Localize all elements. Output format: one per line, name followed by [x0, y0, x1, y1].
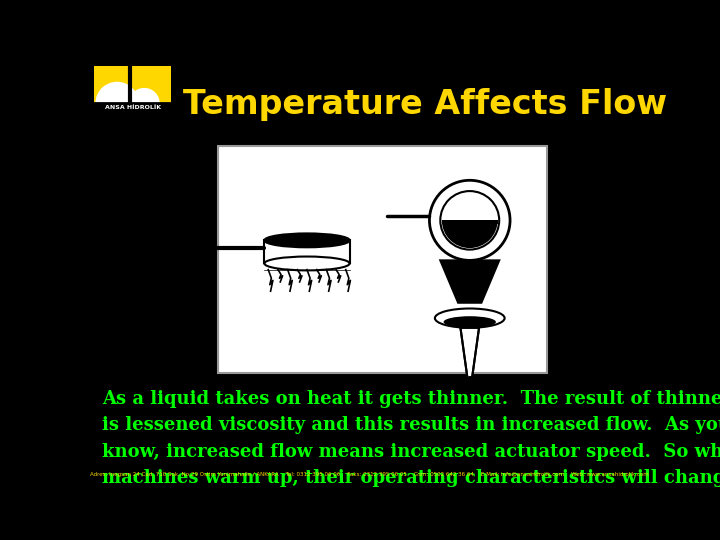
Bar: [442, 220, 498, 224]
Ellipse shape: [435, 308, 505, 328]
Polygon shape: [441, 260, 499, 303]
Text: As a liquid takes on heat it gets thinner.  The result of thinned oil
is lessene: As a liquid takes on heat it gets thinne…: [102, 390, 720, 487]
FancyBboxPatch shape: [264, 240, 350, 264]
Text: Temperature Affects Flow: Temperature Affects Flow: [183, 88, 667, 121]
Text: Adres: Inegsan 24 Cad. 710 Sok. No:29 Ostim Yenimahalle / ANKARA    Tel: 0312 39: Adres: Inegsan 24 Cad. 710 Sok. No:29 Os…: [89, 472, 649, 477]
Wedge shape: [129, 88, 160, 103]
Ellipse shape: [468, 412, 472, 417]
Ellipse shape: [264, 256, 350, 271]
Ellipse shape: [203, 246, 210, 251]
Wedge shape: [96, 82, 139, 103]
Ellipse shape: [264, 233, 350, 247]
Ellipse shape: [468, 406, 472, 411]
Bar: [94, 66, 171, 103]
Text: ANSA HİDROLİK: ANSA HİDROLİK: [104, 105, 161, 110]
Bar: [218, 146, 547, 373]
Ellipse shape: [468, 418, 472, 423]
Ellipse shape: [444, 316, 496, 328]
Polygon shape: [461, 328, 479, 378]
Wedge shape: [442, 220, 498, 248]
